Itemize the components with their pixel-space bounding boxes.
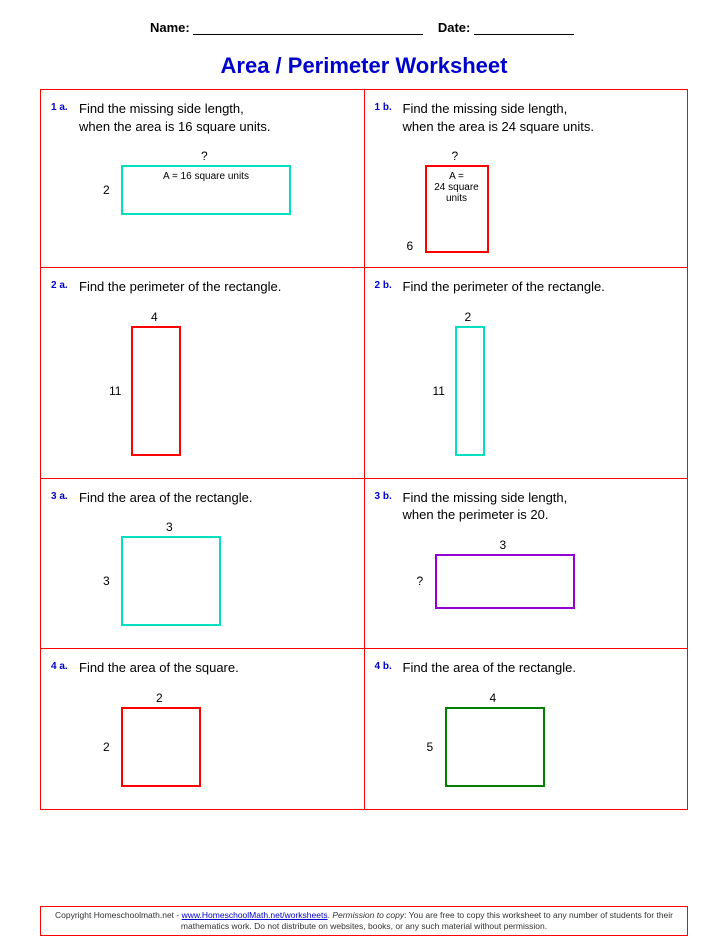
footer-link[interactable]: www.HomeschoolMath.net/worksheets [182,910,328,920]
footer-prefix: Copyright Homeschoolmath.net - [55,910,182,920]
top-dimension-label: 3 [166,520,173,534]
question-number: 4 a. [51,661,68,672]
problem-cell: 3 a.Find the area of the rectangle.33 [41,478,365,649]
rectangle-shape: A = 16 square units [121,165,291,215]
rectangle-shape [445,707,545,787]
question-prompt: Find the missing side length,when the pe… [403,489,678,524]
shape-inside-text: A =24 squareunits [427,167,487,204]
rectangle-shape [131,326,181,456]
top-dimension-label: 4 [490,691,497,705]
worksheet-title: Area / Perimeter Worksheet [40,53,688,79]
top-dimension-label: 2 [465,310,472,324]
rectangle-shape [121,707,201,787]
shape-zone: 45 [375,685,678,795]
header-line: Name: Date: [40,20,688,35]
top-dimension-label: 4 [151,310,158,324]
question-number: 1 a. [51,102,68,113]
question-prompt: Find the area of the square. [79,659,354,677]
left-dimension-label: 2 [103,183,110,197]
question-number: 1 b. [375,102,392,113]
question-number: 3 a. [51,491,68,502]
shape-inside-text: A = 16 square units [123,167,289,182]
left-dimension-label: 11 [433,384,445,398]
name-blank [193,34,423,35]
top-dimension-label: 3 [500,538,507,552]
question-prompt: Find the area of the rectangle. [403,659,678,677]
problem-cell: 1 b. Find the missing side length,when th… [364,90,688,268]
problem-cell: 4 b.Find the area of the rectangle.45 [364,649,688,810]
left-dimension-label: 11 [109,384,121,398]
question-prompt: Find the missing side length,when the ar… [403,100,678,135]
question-prompt: Find the perimeter of the rectangle. [403,278,678,296]
question-prompt: Find the area of the rectangle. [79,489,354,507]
top-dimension-label: 2 [156,691,163,705]
shape-zone: 22 [51,685,354,795]
name-label: Name: [150,20,190,35]
shape-zone: A = 16 square units? 2 [51,143,354,253]
question-prompt: Find the perimeter of the rectangle. [79,278,354,296]
top-dimension-label: ? [201,149,208,163]
copyright-footer: Copyright Homeschoolmath.net - www.Homes… [40,906,688,936]
question-number: 3 b. [375,491,392,502]
left-dimension-label: ? [417,574,424,588]
shape-zone: 3? [375,532,678,632]
problem-cell: 4 a.Find the area of the square.22 [41,649,365,810]
question-number: 4 b. [375,661,392,672]
shape-zone: A =24 squareunits? 6 [375,143,678,253]
problem-grid: 1 a. Find the missing side length,when th… [40,89,688,810]
problem-cell: 3 b. Find the missing side length,when th… [364,478,688,649]
date-label: Date: [438,20,471,35]
problem-cell: 2 a. Find the perimeter of the rectangle.… [41,268,365,479]
left-dimension-label: 2 [103,740,110,754]
left-dimension-label: 6 [407,239,414,253]
problem-cell: 2 b. Find the perimeter of the rectangle.… [364,268,688,479]
rectangle-shape [435,554,575,609]
date-blank [474,34,574,35]
rectangle-shape [121,536,221,626]
question-number: 2 a. [51,280,68,291]
problem-cell: 1 a. Find the missing side length,when th… [41,90,365,268]
left-dimension-label: 5 [427,740,434,754]
top-dimension-label: ? [452,149,459,163]
shape-zone: 2 11 [375,304,678,464]
shape-zone: 4 11 [51,304,354,464]
question-number: 2 b. [375,280,392,291]
rectangle-shape [455,326,485,456]
question-prompt: Find the missing side length,when the ar… [79,100,354,135]
rectangle-shape: A =24 squareunits [425,165,489,253]
left-dimension-label: 3 [103,574,110,588]
shape-zone: 33 [51,514,354,634]
